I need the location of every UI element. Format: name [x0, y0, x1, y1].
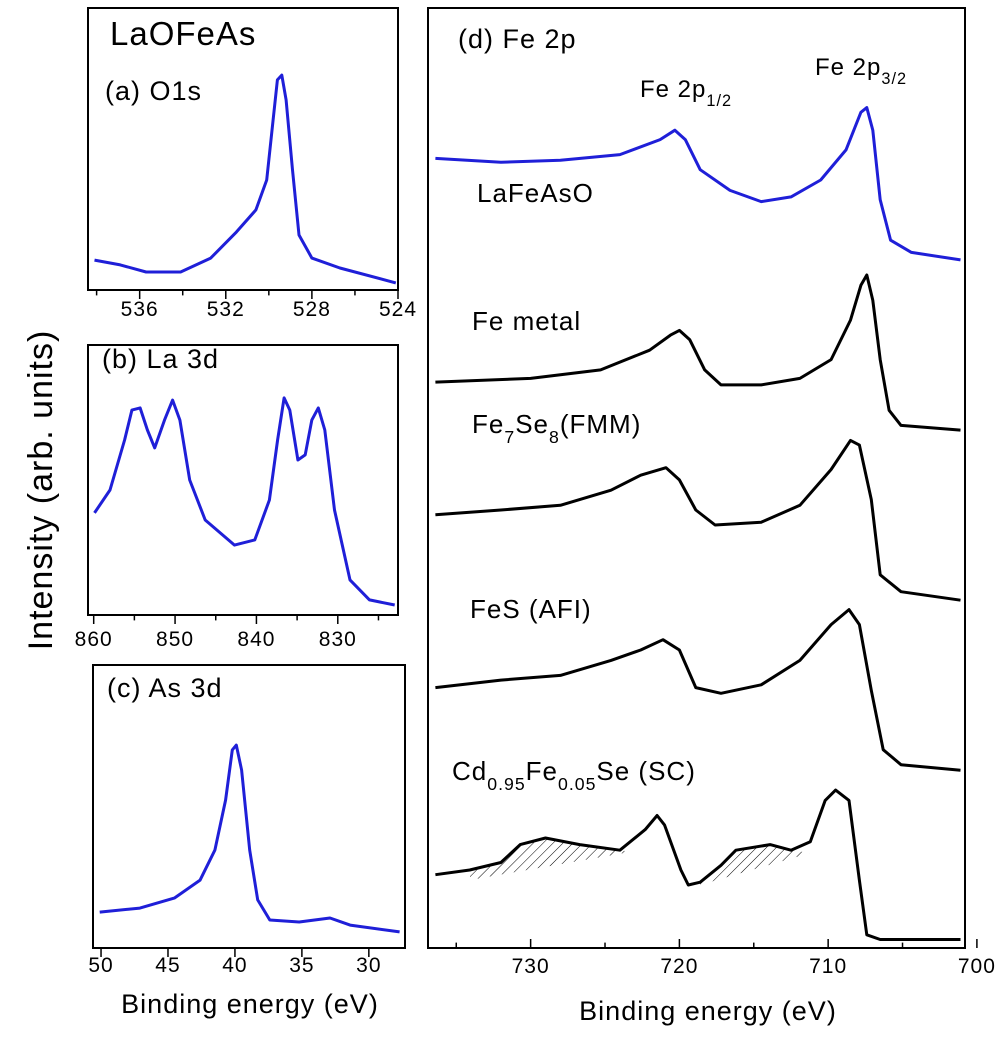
text-part: Se (SC): [596, 756, 695, 786]
text-part: LaFeAsO: [477, 178, 594, 208]
x-tick-label: 50: [88, 954, 113, 977]
x-tick-label: 830: [319, 628, 357, 651]
x-tick-label: 720: [660, 955, 698, 978]
peak-annotation: Fe 2p3/2: [815, 54, 907, 88]
x-tick-label: 532: [207, 298, 245, 321]
spectrum-line: [435, 438, 961, 602]
subscript: 8: [549, 427, 560, 447]
plot-frame: [87, 7, 399, 291]
figure-title: LaOFeAs: [110, 15, 256, 52]
panel-label: (d) Fe 2p: [458, 24, 577, 54]
subscript: 0.95: [487, 774, 525, 794]
text-part: Fe 2p: [815, 54, 881, 81]
text-part: Se: [515, 409, 549, 439]
subscript: 3/2: [881, 70, 907, 88]
x-axis-label: Binding energy (eV): [579, 996, 837, 1026]
y-axis-label: Intensity (arb. units): [22, 330, 60, 651]
x-tick-label: 840: [237, 628, 275, 651]
text-part: Fe 2p: [640, 76, 706, 103]
series-label: LaFeAsO: [477, 178, 594, 208]
spectrum-line: [94, 73, 397, 285]
hatched-area: [470, 838, 630, 880]
x-tick-label: 700: [958, 955, 996, 978]
peak-annotation: Fe 2p1/2: [640, 76, 732, 110]
text-part: FeS (AFI): [470, 594, 592, 624]
spectrum-line: [435, 106, 961, 262]
plot-frame: [427, 7, 966, 949]
text-part: Cd: [452, 756, 487, 786]
x-tick-label: 45: [155, 954, 180, 977]
spectrum-line: [93, 396, 395, 607]
series-label: FeS (AFI): [470, 594, 592, 624]
x-tick-label: 40: [222, 954, 247, 977]
subscript: 7: [504, 427, 515, 447]
plot-frame: [87, 344, 399, 616]
x-tick-label: 850: [156, 628, 194, 651]
text-part: Fe: [472, 409, 504, 439]
x-tick-label: 528: [293, 298, 331, 321]
x-tick-label: 536: [121, 298, 159, 321]
x-tick-label: 30: [356, 954, 381, 977]
plot-frame: [92, 664, 406, 949]
x-tick-label: 860: [75, 628, 113, 651]
spectrum-line: [435, 273, 961, 432]
x-tick-label: 35: [289, 954, 314, 977]
x-tick-label: 524: [379, 298, 417, 321]
series-label: Fe metal: [472, 306, 581, 336]
panel-label: (b) La 3d: [102, 344, 219, 374]
panel-label: (c) As 3d: [107, 673, 223, 703]
text-part: Fe metal: [472, 306, 581, 336]
subscript: 0.05: [558, 774, 596, 794]
x-axis-label: Binding energy (eV): [121, 989, 379, 1019]
spectrum-line: [99, 743, 400, 934]
text-part: Fe: [526, 756, 558, 786]
x-tick-label: 730: [512, 955, 550, 978]
text-part: (FMM): [560, 409, 642, 439]
series-label: Fe7Se8(FMM): [472, 409, 641, 447]
hatched-area: [700, 845, 810, 885]
subscript: 1/2: [706, 92, 732, 110]
spectrum-line: [435, 608, 961, 772]
spectrum-line: [435, 788, 961, 941]
series-label: Cd0.95Fe0.05Se (SC): [452, 756, 696, 794]
panel-label: (a) O1s: [105, 76, 202, 106]
x-tick-label: 710: [809, 955, 847, 978]
